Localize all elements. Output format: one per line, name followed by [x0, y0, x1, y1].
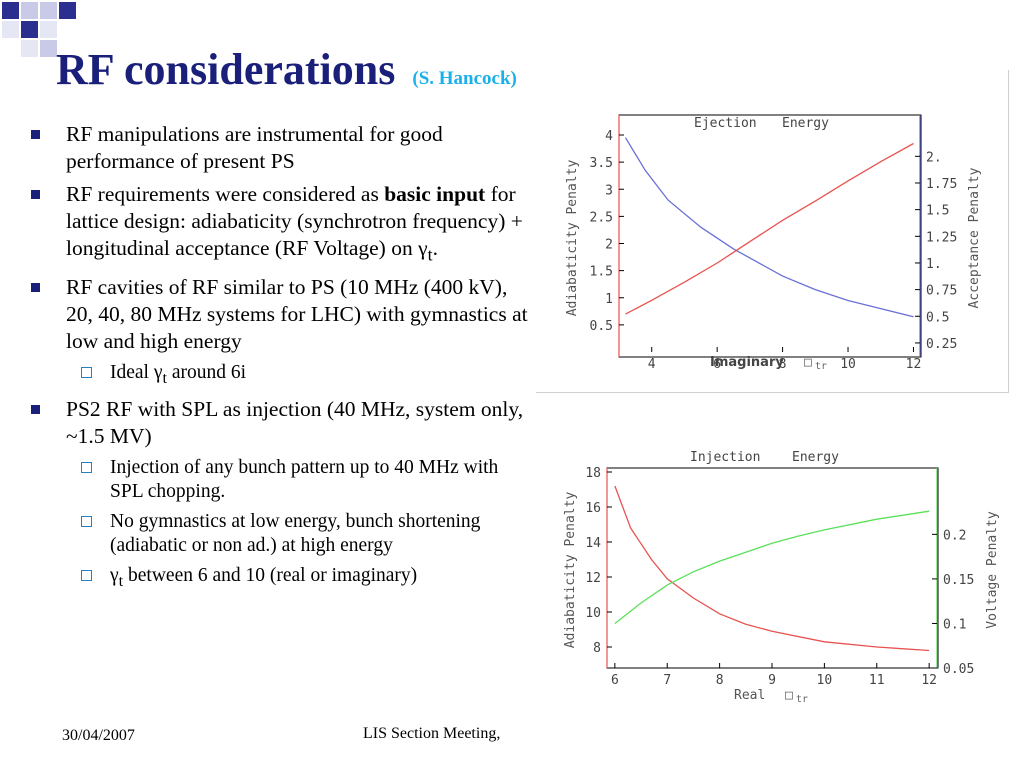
- bullet-text-bold: basic input: [384, 182, 486, 206]
- injection-chart-svg: Injection Energy Adiabaticity Penalty Vo…: [563, 450, 1000, 705]
- y-left-tick-label: 18: [585, 466, 601, 481]
- bullet-subscript: t: [162, 369, 167, 388]
- y-left-tick-label: 0.5: [590, 319, 613, 334]
- x-axis-label-sub: tr: [796, 694, 808, 705]
- y-axis-left-label: Adiabaticity Penalty: [565, 160, 580, 317]
- bullet-text-post: between 6 and 10 (real or imaginary): [123, 565, 418, 587]
- bullet-text: PS2 RF with SPL as injection (40 MHz, sy…: [66, 397, 524, 449]
- y-right-tick-label: 2.: [926, 150, 942, 165]
- series-line-2: [614, 510, 930, 625]
- y-right-tick-label: 0.1: [943, 617, 966, 632]
- footer-date: 30/04/2007: [62, 727, 135, 744]
- subbullet-ideal-gamma: Ideal γt around 6i: [28, 361, 533, 390]
- y-right-tick-label: 0.15: [943, 573, 974, 588]
- x-axis-label: Real: [734, 688, 765, 703]
- footer-event: LIS Section Meeting,: [363, 725, 501, 742]
- y-right-tick-label: 1.: [926, 257, 942, 272]
- y-right-tick-label: 0.25: [926, 337, 957, 352]
- x-axis-label-sub: tr: [815, 361, 827, 372]
- y-right-tick-label: 0.75: [926, 284, 957, 299]
- title-author-note: (S. Hancock): [412, 68, 517, 89]
- y-left-tick-label: 3.5: [590, 156, 613, 171]
- page-title: RF considerations (S. Hancock): [56, 44, 517, 95]
- bullet-text: Injection of any bunch pattern up to 40 …: [110, 457, 499, 503]
- x-tick-label: 12: [906, 357, 922, 372]
- bullet-text-post: around 6i: [166, 362, 247, 384]
- subbullet-gamma-range: γt between 6 and 10 (real or imaginary): [28, 564, 533, 593]
- y-right-tick-label: 1.5: [926, 204, 949, 219]
- y-left-tick-label: 3: [605, 183, 613, 198]
- x-tick-label: 8: [779, 357, 787, 372]
- x-tick-label: 10: [840, 357, 856, 372]
- y-axis-right-label: Acceptance Penalty: [967, 167, 982, 308]
- y-left-tick-label: 2.5: [590, 210, 613, 225]
- bullet-text-tail: .: [432, 236, 438, 260]
- y-left-tick-label: 14: [585, 536, 601, 551]
- x-axis-label-symbol: □: [785, 688, 793, 703]
- y-left-tick-label: 10: [585, 606, 601, 621]
- title-text: RF considerations: [56, 45, 396, 94]
- x-tick-label: 12: [921, 673, 937, 688]
- x-tick-label: 9: [768, 673, 776, 688]
- bullet-list: RF manipulations are instrumental for go…: [28, 121, 533, 599]
- y-right-tick-label: 0.2: [943, 528, 966, 543]
- y-axis-right-label: Voltage Penalty: [985, 511, 1000, 629]
- x-tick-label: 6: [713, 357, 721, 372]
- bullet-text: RF manipulations are instrumental for go…: [66, 122, 443, 173]
- bullet-ps2-rf: PS2 RF with SPL as injection (40 MHz, sy…: [28, 396, 533, 450]
- x-tick-label: 7: [663, 673, 671, 688]
- chart-title-word: Ejection: [694, 116, 757, 131]
- bullet-subscript: t: [118, 572, 124, 591]
- x-tick-label: 8: [716, 673, 724, 688]
- y-axis-left-label: Adiabaticity Penalty: [563, 492, 578, 649]
- ejection-chart-svg: Ejection Energy Adiabaticity Penalty Acc…: [565, 114, 982, 372]
- y-right-tick-label: 0.5: [926, 310, 949, 325]
- subbullet-injection: Injection of any bunch pattern up to 40 …: [28, 456, 533, 504]
- bullet-text: RF cavities of RF similar to PS (10 MHz …: [66, 275, 528, 354]
- bullet-rf-manipulations: RF manipulations are instrumental for go…: [28, 121, 533, 175]
- ejection-energy-chart: Ejection Energy Adiabaticity Penalty Acc…: [536, 70, 1009, 393]
- chart-title-word: Energy: [782, 116, 829, 131]
- x-tick-label: 6: [611, 673, 619, 688]
- series-line-1: [614, 485, 930, 652]
- y-right-tick-label: 1.25: [926, 230, 957, 245]
- chart-title-word: Injection: [690, 450, 760, 465]
- x-axis-label-symbol: □: [804, 355, 812, 370]
- y-left-tick-label: 1.5: [590, 265, 613, 280]
- series-line-2: [625, 142, 914, 315]
- decorative-squares: [2, 2, 76, 57]
- bullet-rf-cavities: RF cavities of RF similar to PS (10 MHz …: [28, 274, 533, 355]
- bullet-text-post: for lattice design: adiabaticity (synchr…: [66, 182, 523, 260]
- bullet-subscript: t: [427, 244, 433, 265]
- bullet-rf-requirements: RF requirements were considered as basic…: [28, 181, 533, 268]
- bullet-text-pre: Ideal γ: [110, 362, 163, 384]
- x-tick-label: 11: [869, 673, 885, 688]
- bullet-text-pre: RF requirements were considered as: [66, 182, 385, 206]
- y-left-tick-label: 16: [585, 501, 601, 516]
- y-left-tick-label: 1: [605, 292, 613, 307]
- subbullet-no-gymnastics: No gymnastics at low energy, bunch short…: [28, 510, 533, 558]
- x-tick-label: 10: [817, 673, 833, 688]
- y-right-tick-label: 1.75: [926, 177, 957, 192]
- y-left-tick-label: 2: [605, 238, 613, 253]
- y-left-tick-label: 12: [585, 571, 601, 586]
- y-right-tick-label: 0.05: [943, 662, 974, 677]
- y-left-tick-label: 4: [605, 129, 613, 144]
- series-line-1: [624, 137, 914, 318]
- bullet-text: No gymnastics at low energy, bunch short…: [110, 511, 481, 557]
- y-left-tick-label: 8: [593, 641, 601, 656]
- x-axis-label: Imaginary: [710, 355, 784, 370]
- injection-energy-chart: Injection Energy Adiabaticity Penalty Vo…: [552, 440, 1008, 712]
- chart-title-word: Energy: [792, 450, 839, 465]
- bullet-text-pre: γ: [110, 565, 119, 587]
- x-tick-label: 4: [648, 357, 656, 372]
